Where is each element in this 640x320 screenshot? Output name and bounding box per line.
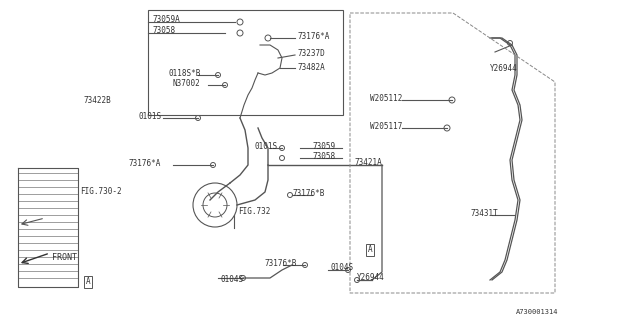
Text: 73431T: 73431T	[470, 209, 498, 218]
Text: 73176*A: 73176*A	[297, 31, 330, 41]
Circle shape	[241, 276, 246, 281]
Text: W205117: W205117	[370, 122, 403, 131]
Text: 73058: 73058	[152, 26, 175, 35]
Circle shape	[237, 30, 243, 36]
Circle shape	[355, 277, 360, 283]
Circle shape	[346, 268, 351, 273]
Text: W205112: W205112	[370, 93, 403, 102]
Text: 73237D: 73237D	[297, 49, 324, 58]
Circle shape	[287, 193, 292, 197]
Circle shape	[223, 83, 227, 87]
Text: N37002: N37002	[172, 78, 200, 87]
Text: 73176*B: 73176*B	[264, 259, 296, 268]
Circle shape	[280, 156, 285, 161]
Text: FIG.732: FIG.732	[238, 207, 270, 217]
Text: 0101S: 0101S	[138, 111, 161, 121]
Text: Y26944: Y26944	[357, 274, 385, 283]
Text: 73482A: 73482A	[297, 62, 324, 71]
Text: FRONT: FRONT	[52, 253, 77, 262]
Circle shape	[449, 97, 455, 103]
Text: FIG.730-2: FIG.730-2	[80, 188, 122, 196]
Text: 73422B: 73422B	[83, 95, 111, 105]
Text: 73058: 73058	[312, 151, 335, 161]
Circle shape	[195, 116, 200, 121]
Circle shape	[303, 262, 307, 268]
Text: 0104S: 0104S	[330, 263, 353, 273]
Bar	[148, 10, 343, 115]
Text: 73059: 73059	[312, 141, 335, 150]
Text: 73176*A: 73176*A	[128, 158, 161, 167]
Circle shape	[280, 146, 285, 150]
Circle shape	[211, 163, 216, 167]
Text: 0118S*B: 0118S*B	[168, 68, 200, 77]
Text: 73059A: 73059A	[152, 14, 180, 23]
Circle shape	[508, 41, 513, 45]
Circle shape	[237, 19, 243, 25]
Text: 0101S: 0101S	[254, 141, 277, 150]
Circle shape	[203, 193, 227, 217]
Circle shape	[265, 35, 271, 41]
Circle shape	[193, 183, 237, 227]
Text: 0104S: 0104S	[220, 276, 243, 284]
Text: Y26944: Y26944	[490, 63, 518, 73]
Text: A: A	[86, 277, 90, 286]
Circle shape	[444, 125, 450, 131]
Text: 73421A: 73421A	[354, 157, 381, 166]
Text: 73176*B: 73176*B	[292, 188, 324, 197]
Text: A: A	[368, 245, 372, 254]
Circle shape	[216, 73, 221, 77]
Text: A730001314: A730001314	[515, 309, 558, 315]
